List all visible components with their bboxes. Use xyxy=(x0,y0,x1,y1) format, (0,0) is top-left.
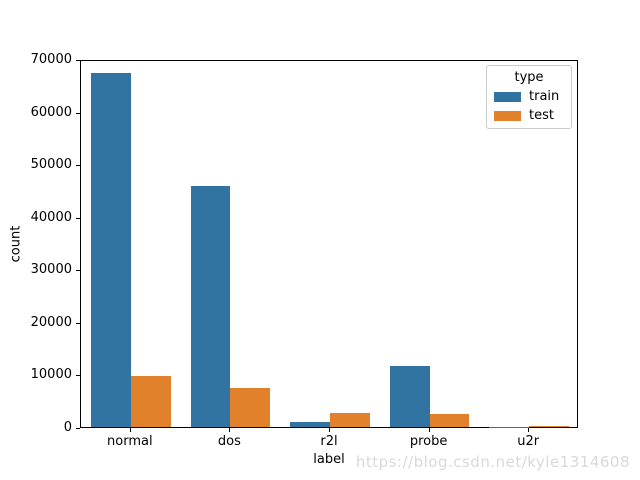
bar-test-u2r xyxy=(529,425,570,427)
legend-swatch-train xyxy=(494,91,521,102)
x-tick-label-u2r: u2r xyxy=(517,434,540,449)
x-tick-mark xyxy=(129,428,131,432)
y-tick-mark xyxy=(76,428,80,429)
legend-title: type xyxy=(514,70,544,85)
x-tick-label-r2l: r2l xyxy=(320,434,338,449)
y-tick-label: 10000 xyxy=(30,367,72,383)
y-axis-label: count xyxy=(8,225,24,263)
y-tick-mark xyxy=(76,322,80,324)
bar-train-normal xyxy=(90,72,131,427)
bar-train-probe xyxy=(389,365,430,427)
x-tick-mark xyxy=(329,428,330,432)
legend-label-test: test xyxy=(529,108,554,123)
x-tick-label-normal: normal xyxy=(107,434,153,449)
legend-items: train test xyxy=(487,89,571,123)
watermark: https://blog.csdn.net/kyle1314608 xyxy=(355,453,630,471)
y-tick-label: 0 xyxy=(63,420,72,435)
x-tick-mark xyxy=(428,428,430,432)
y-tick-label: 40000 xyxy=(30,209,72,225)
legend-item-train: train xyxy=(487,89,571,104)
y-tick-label: 60000 xyxy=(30,104,72,120)
x-tick-mark xyxy=(229,428,231,432)
y-tick-label: 20000 xyxy=(30,314,72,330)
y-tick-label: 30000 xyxy=(30,262,72,278)
y-tick-mark xyxy=(76,112,80,114)
legend-swatch-test xyxy=(494,110,521,121)
y-tick-mark xyxy=(76,165,80,167)
y-tick-mark xyxy=(76,217,80,219)
x-tick-label-dos: dos xyxy=(217,434,241,449)
bar-test-probe xyxy=(429,414,470,427)
bar-test-r2l xyxy=(330,412,370,427)
y-tick-label: 70000 xyxy=(30,52,72,67)
x-axis-label: label xyxy=(313,452,345,467)
bar-train-dos xyxy=(190,185,231,427)
bar-train-r2l xyxy=(290,421,330,427)
legend: type train test xyxy=(486,65,572,129)
x-tick-label-probe: probe xyxy=(409,434,448,449)
y-tick-mark xyxy=(76,375,80,377)
y-tick-label: 50000 xyxy=(30,157,72,173)
bar-test-dos xyxy=(230,387,271,427)
bar-test-normal xyxy=(130,375,171,427)
y-tick-mark xyxy=(76,60,80,61)
y-tick-mark xyxy=(76,270,80,272)
legend-label-train: train xyxy=(529,89,560,104)
x-tick-mark xyxy=(528,428,530,432)
legend-item-test: test xyxy=(487,108,571,123)
